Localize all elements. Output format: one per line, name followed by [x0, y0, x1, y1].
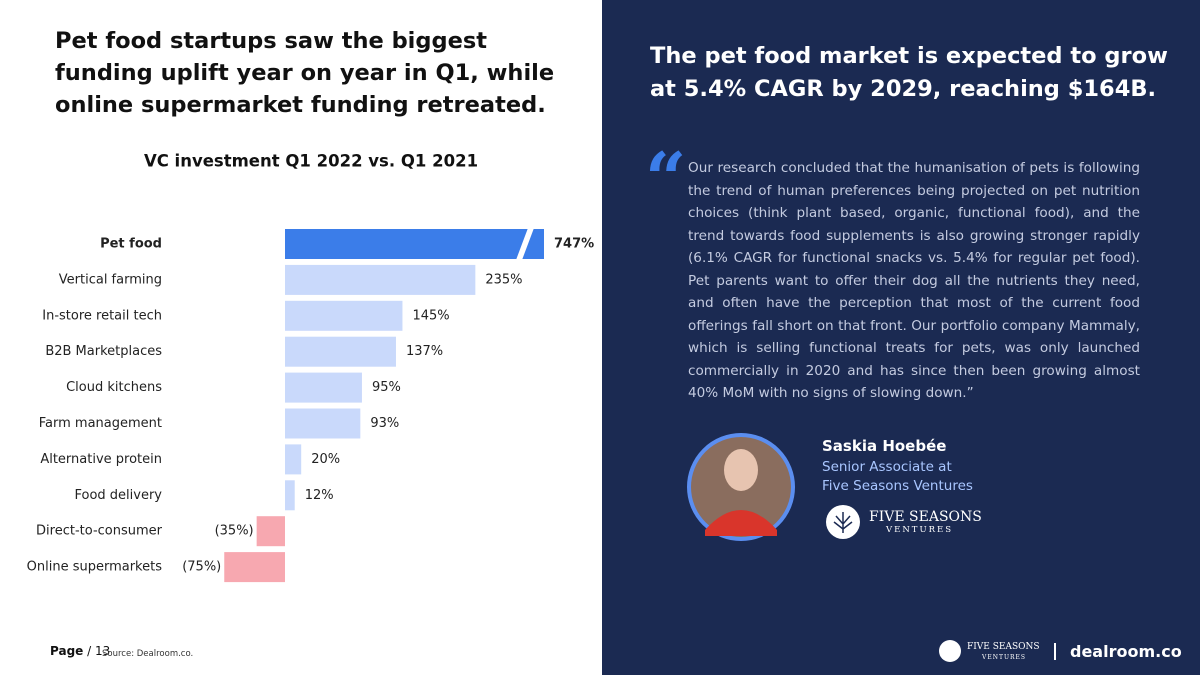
bar [285, 336, 396, 367]
bar [285, 408, 361, 439]
person-role: Senior Associate at [822, 459, 952, 475]
bar [285, 229, 544, 259]
category-label: B2B Marketplaces [45, 344, 162, 359]
source: Source: Dealroom.co. [102, 649, 194, 659]
person-company: Five Seasons Ventures [822, 478, 973, 494]
value-label: (35%) [215, 524, 254, 539]
dealroom-brand: dealroom.co [1070, 642, 1182, 661]
portrait-face [724, 449, 758, 491]
logo-tree [833, 512, 853, 533]
category-label: Vertical farming [59, 272, 162, 287]
page-word: Page [50, 644, 84, 658]
bar [285, 264, 476, 295]
person-name: Saskia Hoebée [822, 437, 947, 455]
bar [285, 372, 362, 403]
value-label: 137% [406, 344, 443, 359]
value-label: 747% [554, 237, 594, 252]
category-label: Food delivery [74, 488, 162, 503]
page-count: / 13 [87, 644, 111, 658]
logo-name: FIVE SEASONS [869, 509, 982, 525]
quote-text: Our research concluded that the humanisa… [688, 160, 1140, 401]
category-label: Cloud kitchens [66, 380, 162, 395]
category-label: Pet food [100, 237, 162, 252]
footer-logo-mark [939, 640, 961, 662]
page-number: Page / 13 [50, 644, 110, 658]
value-label: (75%) [182, 560, 221, 575]
category-label: In-store retail tech [42, 308, 162, 323]
value-label: 20% [311, 452, 340, 467]
footer-logo-sub: VENTURES [982, 654, 1027, 661]
axis-break [516, 228, 534, 260]
value-label: 235% [485, 272, 522, 287]
value-label: 145% [412, 308, 449, 323]
category-label: Direct-to-consumer [36, 524, 163, 539]
bar [224, 552, 285, 583]
value-label: 93% [370, 416, 399, 431]
bar [256, 516, 285, 547]
left-title: Pet food startups saw the biggest fundin… [55, 28, 555, 118]
right-title: The pet food market is expected to grow … [650, 43, 1168, 102]
category-label: Online supermarkets [27, 560, 163, 575]
chart-title: VC investment Q1 2022 vs. Q1 2021 [144, 152, 478, 171]
category-label: Alternative protein [40, 452, 162, 467]
category-label: Farm management [39, 416, 162, 431]
bar [285, 480, 295, 511]
portrait-body [705, 510, 777, 536]
value-label: 95% [372, 380, 401, 395]
bar [285, 300, 403, 331]
bar [285, 444, 302, 475]
footer-logo-name: FIVE SEASONS [967, 642, 1040, 652]
value-label: 12% [305, 488, 334, 503]
logo-sub: VENTURES [886, 525, 954, 535]
right-panel [602, 0, 1200, 675]
quote-mark: “ [645, 136, 686, 221]
